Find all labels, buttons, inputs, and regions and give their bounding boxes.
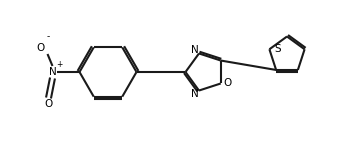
Text: N: N	[49, 67, 57, 77]
Text: O: O	[37, 43, 45, 53]
Text: +: +	[56, 60, 63, 69]
Text: O: O	[224, 79, 232, 88]
Text: O: O	[44, 99, 53, 109]
Text: -: -	[47, 33, 50, 41]
Text: S: S	[274, 44, 281, 54]
Text: N: N	[191, 45, 199, 56]
Text: N: N	[191, 89, 199, 99]
